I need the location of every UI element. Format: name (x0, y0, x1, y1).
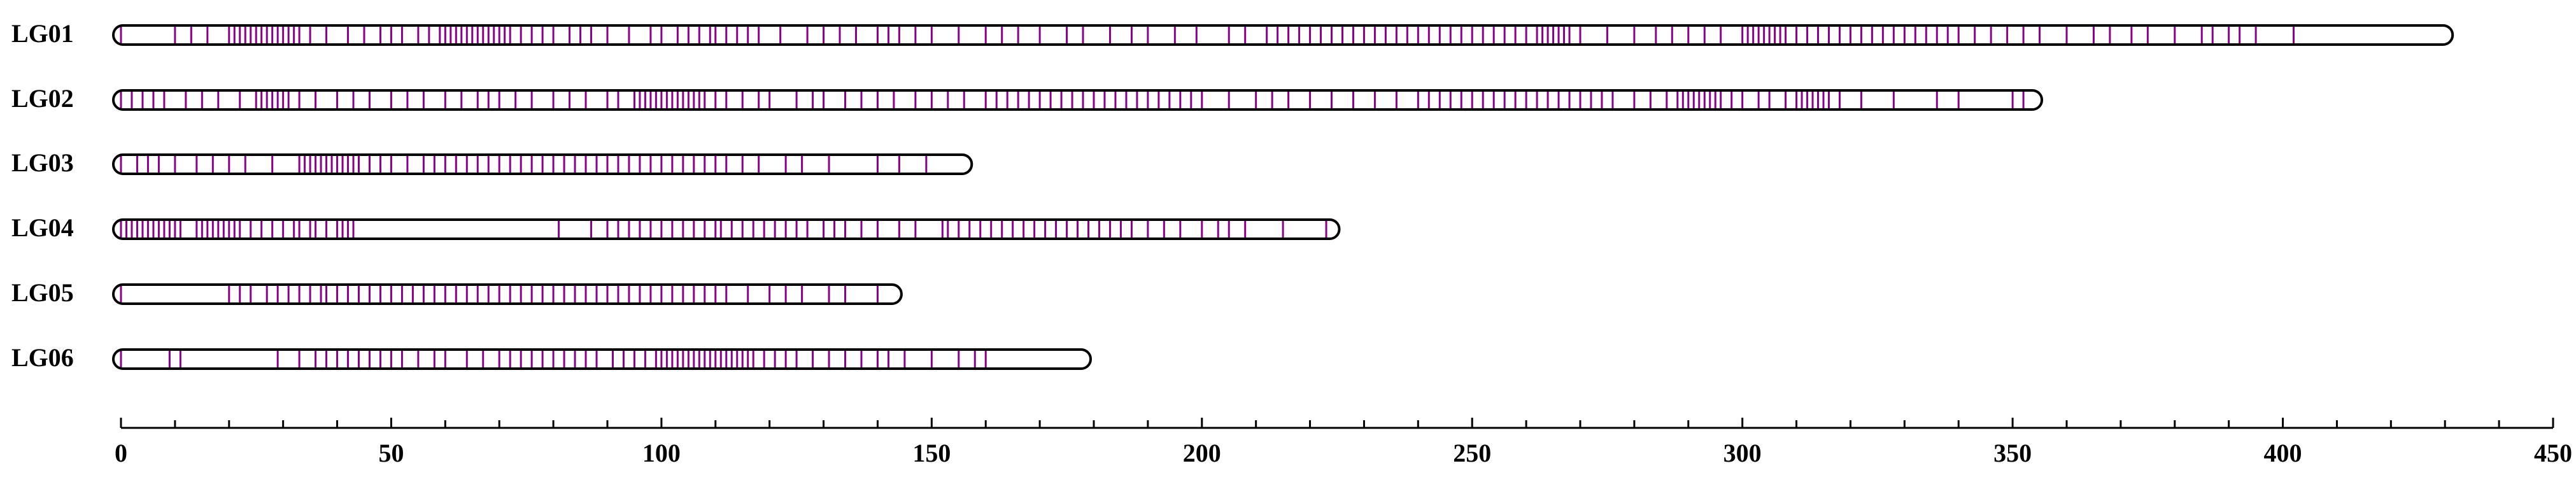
group-label: LG06 (11, 343, 74, 372)
x-tick-label: 150 (912, 439, 951, 467)
group-label: LG02 (11, 84, 74, 113)
x-tick-label: 100 (642, 439, 681, 467)
x-tick-label: 300 (1723, 439, 1762, 467)
x-tick-label: 200 (1183, 439, 1221, 467)
x-tick-label: 0 (115, 439, 127, 467)
linkage-group (112, 218, 1341, 240)
linkage-group (112, 348, 1093, 370)
group-label: LG05 (11, 278, 74, 307)
linkage-group (112, 89, 2044, 111)
group-label: LG01 (11, 19, 74, 48)
x-tick-label: 250 (1453, 439, 1491, 467)
x-tick-label: 350 (1993, 439, 2032, 467)
linkage-group (112, 24, 2454, 46)
group-label: LG04 (11, 213, 74, 242)
group-label: LG03 (11, 148, 74, 177)
x-tick-label: 450 (2534, 439, 2572, 467)
linkage-group (112, 153, 973, 175)
x-tick-label: 50 (378, 439, 404, 467)
linkage-group (112, 283, 903, 305)
x-tick-label: 400 (2264, 439, 2302, 467)
